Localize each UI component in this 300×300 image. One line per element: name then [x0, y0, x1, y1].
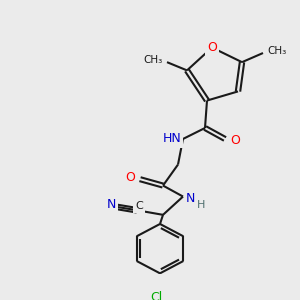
Text: CH₃: CH₃ [267, 46, 286, 56]
Text: C: C [135, 201, 143, 211]
Text: CH₃: CH₃ [144, 55, 163, 65]
Text: N: N [106, 198, 116, 211]
Text: H: H [197, 200, 206, 210]
Text: O: O [230, 134, 240, 147]
Text: HN: HN [162, 133, 181, 146]
Text: N: N [186, 192, 195, 205]
Text: Cl: Cl [150, 291, 162, 300]
Text: O: O [125, 171, 135, 184]
Text: O: O [207, 41, 217, 54]
